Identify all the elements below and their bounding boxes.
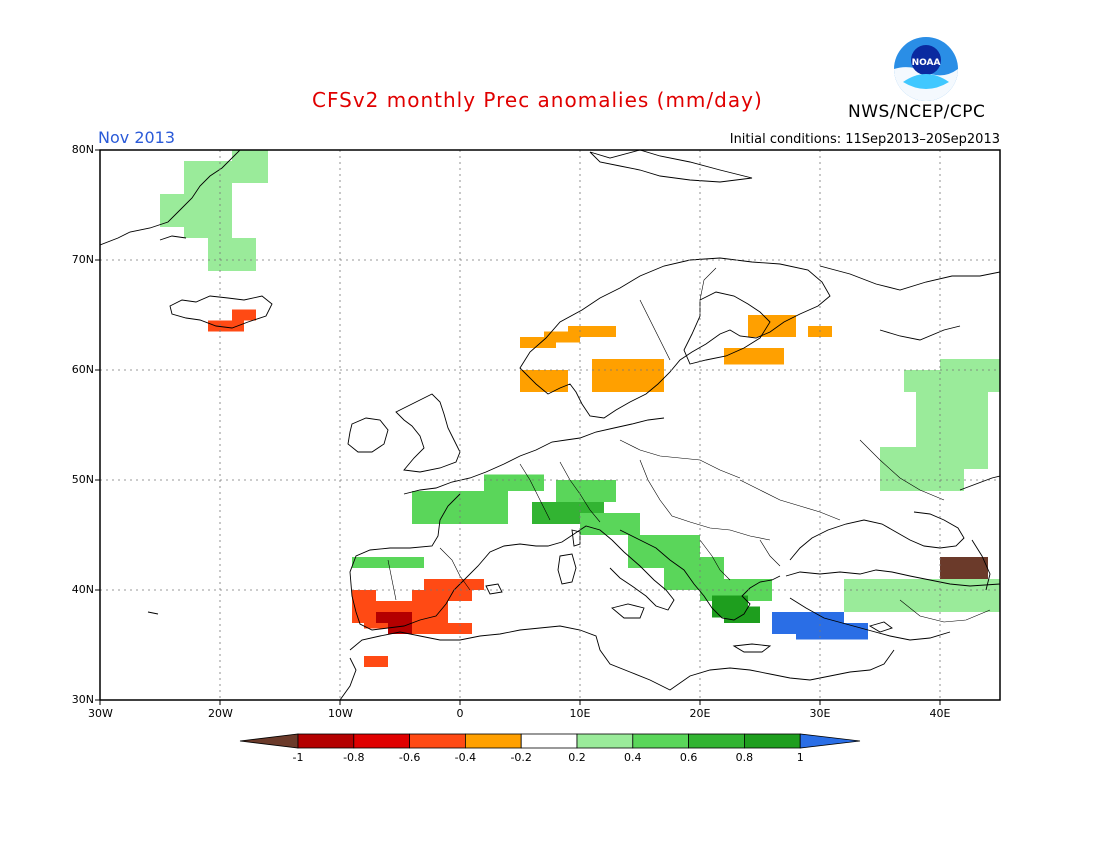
coastlines bbox=[100, 150, 1000, 700]
colorbar-tick-label: 0.2 bbox=[568, 751, 586, 764]
chart-title: CFSv2 monthly Prec anomalies (mm/day) bbox=[312, 88, 763, 112]
anomaly-cell bbox=[604, 370, 640, 381]
anomaly-cell bbox=[556, 513, 580, 524]
agency-label: NWS/NCEP/CPC bbox=[848, 102, 986, 122]
anomaly-cell bbox=[784, 612, 844, 634]
colorbar-tick-label: -0.6 bbox=[398, 751, 421, 764]
anomaly-cell bbox=[904, 370, 1000, 392]
lon-label: 40E bbox=[929, 707, 951, 720]
lon-label: 30E bbox=[809, 707, 831, 720]
colorbar-segment bbox=[297, 733, 355, 749]
lat-label: 40N bbox=[71, 583, 94, 596]
colorbar-tick-label: 0.4 bbox=[624, 751, 642, 764]
anomaly-cell bbox=[208, 238, 256, 271]
anomaly-cell bbox=[544, 331, 580, 343]
colorbar bbox=[239, 733, 861, 749]
colorbar-segment bbox=[409, 733, 466, 749]
lat-label: 30N bbox=[71, 693, 94, 706]
lat-label: 50N bbox=[71, 473, 94, 486]
anomaly-cell bbox=[568, 326, 616, 337]
anomaly-cell bbox=[724, 348, 784, 365]
colorbar-segment bbox=[464, 733, 522, 749]
anomaly-cell bbox=[580, 513, 640, 535]
colorbar-tick-label: -1 bbox=[292, 751, 304, 764]
anomaly-cell bbox=[352, 590, 376, 623]
lon-label: 0 bbox=[456, 707, 464, 720]
anomaly-cell bbox=[376, 612, 412, 623]
anomaly-cell bbox=[520, 370, 568, 392]
lat-label: 80N bbox=[71, 143, 94, 156]
anomaly-cell bbox=[748, 315, 796, 337]
colorbar-segment bbox=[744, 733, 801, 749]
map-background bbox=[100, 150, 1000, 700]
anomaly-cell bbox=[844, 579, 1000, 612]
anomaly-cell bbox=[364, 656, 388, 667]
anomaly-cell bbox=[400, 623, 472, 634]
axis-ticks bbox=[95, 149, 941, 705]
lon-label: 10E bbox=[569, 707, 591, 720]
anomaly-cell bbox=[556, 480, 616, 502]
lon-label: 10W bbox=[328, 707, 353, 720]
colorbar-tick-label: 0.6 bbox=[679, 751, 698, 764]
anomaly-cell bbox=[160, 194, 184, 227]
initial-conditions: Initial conditions: 11Sep2013–20Sep2013 bbox=[729, 132, 1000, 147]
colorbar-tick-label: -0.8 bbox=[343, 751, 365, 764]
colorbar-segment bbox=[353, 733, 410, 749]
anomaly-cell bbox=[232, 150, 268, 183]
anomaly-cell bbox=[952, 557, 976, 574]
logo-text: NOAA bbox=[912, 58, 941, 68]
colorbar-segment bbox=[632, 733, 689, 749]
anomaly-cell bbox=[232, 309, 256, 321]
forecast-month: Nov 2013 bbox=[98, 128, 176, 147]
anomaly-cell bbox=[520, 337, 556, 348]
colorbar-segment bbox=[576, 733, 634, 749]
anomaly-cell bbox=[208, 320, 244, 332]
anomaly-cell bbox=[916, 392, 988, 469]
colorbar-low-arrow bbox=[239, 733, 299, 749]
colorbar-segment bbox=[520, 733, 578, 749]
lon-label: 30W bbox=[88, 707, 113, 720]
anomaly-cell bbox=[412, 491, 508, 524]
colorbar-tick-label: 1 bbox=[796, 751, 804, 764]
colorbar-segment bbox=[688, 733, 745, 749]
lat-label: 60N bbox=[71, 363, 94, 376]
colorbar-tick-label: -0.2 bbox=[510, 751, 532, 764]
lon-label: 20W bbox=[208, 707, 233, 720]
lon-label: 20E bbox=[689, 707, 711, 720]
colorbar-tick-label: 0.8 bbox=[735, 751, 754, 764]
map-frame bbox=[99, 149, 1001, 701]
colorbar-tick-label: -0.4 bbox=[454, 751, 477, 764]
anomaly-cell bbox=[484, 474, 544, 491]
anomaly-cell bbox=[352, 557, 424, 568]
colorbar-high-arrow bbox=[799, 733, 861, 749]
graticule bbox=[100, 150, 1000, 700]
lat-label: 70N bbox=[71, 253, 94, 266]
anomaly-cell bbox=[184, 161, 232, 238]
noaa-logo: NOAA bbox=[894, 37, 958, 101]
